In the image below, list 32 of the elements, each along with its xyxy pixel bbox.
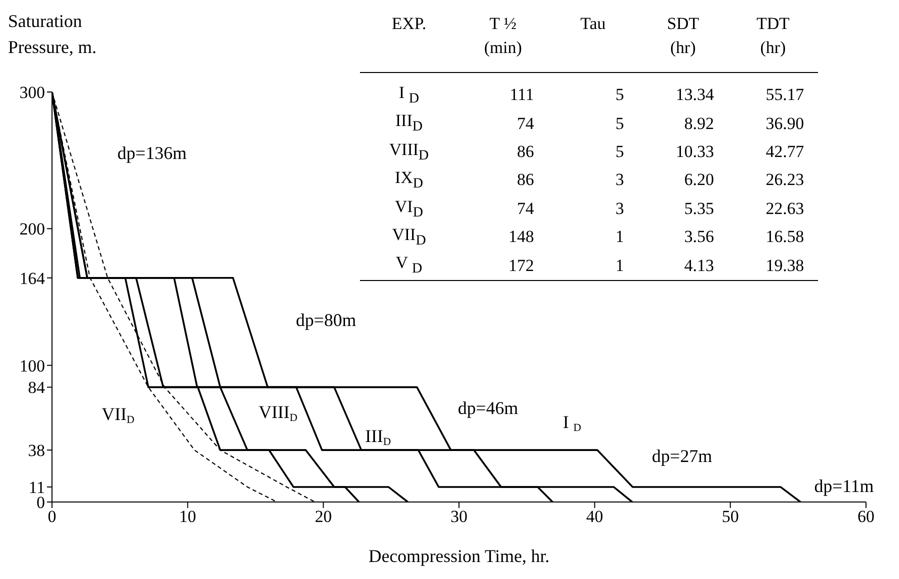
text: IX$_{D}$ 86 3 6.20 26.23	[394, 168, 804, 192]
annotation: III$_{D}$	[365, 426, 392, 448]
y-axis-title: Saturation Pressure, m.	[8, 10, 96, 59]
text: III$_{D}$ 74 5 8.92 36.90	[395, 111, 804, 135]
text: VIII$_{D}$ 86 5 10.33 42.77	[389, 140, 804, 164]
text: EXP. T ½ Tau SDT TDT	[392, 14, 790, 33]
text: VI$_{D}$ 74 3 5.35 22.63	[394, 196, 804, 220]
x-tick-label: 40	[586, 507, 604, 526]
text: VII$_{D}$ 148 1 3.56 16.58	[392, 224, 804, 248]
y-tick-label: 200	[20, 220, 45, 239]
annotation: dp=136m	[117, 143, 187, 163]
annotation: dp=80m	[296, 310, 356, 330]
text: I $_{D}$ 111 5 13.34 55.17	[398, 83, 804, 106]
x-tick-label: 10	[179, 507, 196, 526]
y-tick-label: 38	[28, 441, 45, 460]
annotation: VIII$_{D}$	[258, 402, 298, 424]
y-tick-label: 100	[20, 356, 45, 376]
annotation: I $_{D}$	[562, 412, 582, 434]
y-tick-label: 84	[28, 378, 46, 398]
annotation: dp=11m	[814, 476, 874, 496]
annotation: dp=46m	[458, 398, 518, 418]
x-tick-label: 20	[314, 507, 332, 526]
annotation: VII$_{D}$	[102, 404, 135, 426]
annotation: dp=27m	[652, 446, 712, 466]
y-tick-label: 300	[20, 83, 45, 102]
x-tick-label: 50	[722, 507, 739, 526]
x-tick-label: 60	[858, 507, 874, 526]
text: (min) (hr) (hr)	[484, 38, 786, 57]
x-tick-label: 30	[450, 507, 468, 526]
text: V $_{D}$ 172 1 4.13 19.38	[396, 253, 804, 277]
x-axis-title: Decompression Time, hr.	[368, 546, 550, 566]
y-tick-label: 164	[20, 268, 46, 288]
